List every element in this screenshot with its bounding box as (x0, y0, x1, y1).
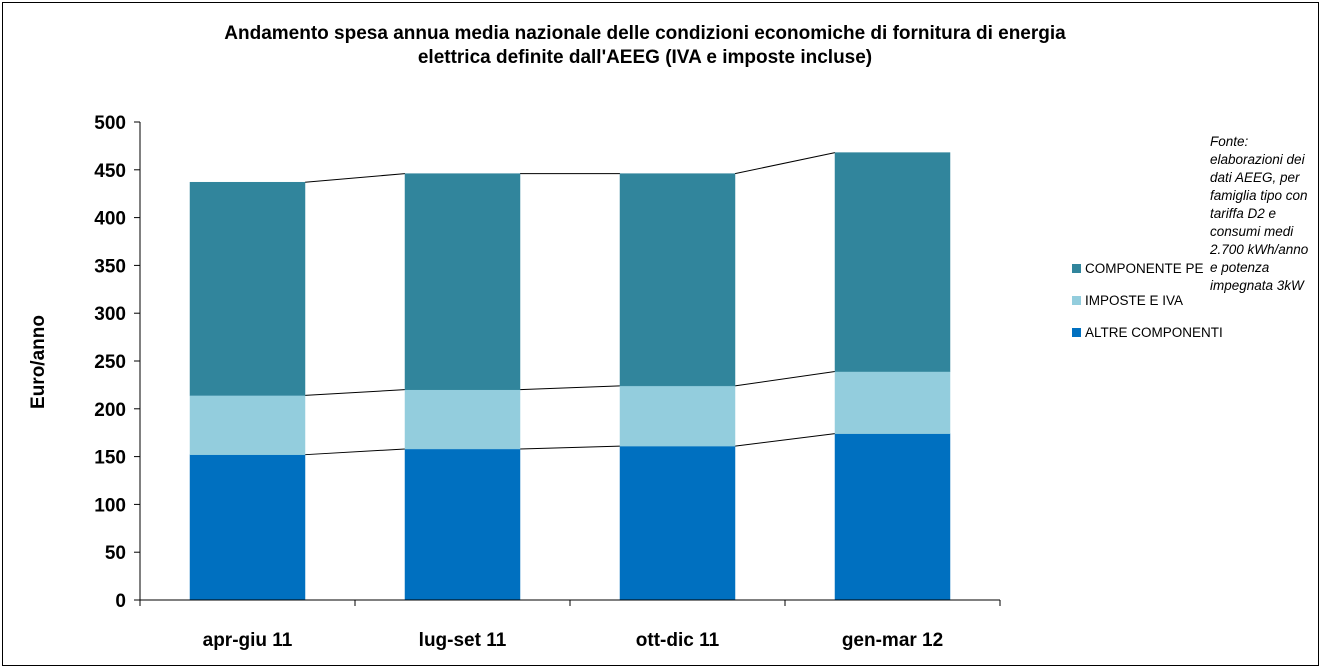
y-tick-label: 500 (94, 113, 126, 134)
legend-label: ALTRE COMPONENTI (1085, 325, 1223, 340)
series-line (519, 385, 621, 391)
legend-swatch (1072, 296, 1081, 305)
bar-segment-componente-pe (404, 173, 521, 390)
x-tick-label: gen-mar 12 (842, 630, 943, 651)
series-line (304, 173, 406, 183)
legend-label: COMPONENTE PE (1085, 261, 1204, 276)
y-tick-label: 300 (94, 304, 126, 325)
legend-label: IMPOSTE E IVA (1085, 293, 1184, 308)
y-axis-label: Euro/anno (28, 315, 49, 409)
bar-segment-componente-pe (834, 152, 951, 372)
y-tick-label: 250 (94, 352, 126, 373)
bar-segment-altre-componenti (404, 448, 521, 601)
y-tick-label: 200 (94, 400, 126, 421)
series-line (304, 448, 406, 456)
bar-segment-componente-pe (619, 173, 736, 387)
y-tick-label: 350 (94, 256, 126, 277)
legend-swatch (1072, 328, 1081, 337)
legend-item: COMPONENTE PE (1072, 258, 1223, 279)
series-line (734, 371, 836, 387)
series-line (519, 445, 621, 450)
bar-segment-imposte-e-iva (834, 371, 951, 434)
bar-segment-altre-componenti (619, 445, 736, 601)
bar-segment-imposte-e-iva (404, 389, 521, 450)
legend-item: IMPOSTE E IVA (1072, 290, 1223, 311)
bar-segment-altre-componenti (189, 454, 306, 601)
chart-title-line-1: Andamento spesa annua media nazionale de… (224, 23, 1066, 44)
y-tick-label: 150 (94, 448, 126, 469)
y-tick-label: 450 (94, 161, 126, 182)
y-tick-label: 100 (94, 495, 126, 516)
legend-swatch (1072, 264, 1081, 273)
bar-segment-imposte-e-iva (189, 395, 306, 455)
series-line (734, 152, 836, 175)
y-tick-label: 50 (105, 543, 126, 564)
x-tick-label: apr-giu 11 (203, 630, 293, 651)
x-tick-label: ott-dic 11 (636, 630, 720, 651)
bars-group (189, 152, 951, 601)
chart-title-line-2: elettrica definite dall'AEEG (IVA e impo… (417, 47, 873, 68)
series-line (734, 433, 836, 447)
bar-segment-componente-pe (189, 181, 306, 396)
legend-item: ALTRE COMPONENTI (1072, 322, 1223, 343)
legend: COMPONENTE PE IMPOSTE E IVA ALTRE COMPONEN… (1072, 258, 1223, 354)
y-tick-label: 0 (115, 591, 126, 612)
y-tick-label: 400 (94, 209, 126, 230)
source-annotation: Fonte: elaborazioni dei dati AEEG, per f… (1210, 134, 1309, 293)
axes-group: 0 50 100 150 200 250 300 350 400 450 500 apr-giu 11… (94, 113, 1001, 651)
series-line (304, 389, 406, 396)
chart-title: Andamento spesa annua media nazionale de… (0, 22, 1290, 70)
x-tick-label: lug-set 11 (419, 630, 507, 651)
series-connector-lines (304, 152, 836, 456)
bar-segment-imposte-e-iva (619, 385, 736, 447)
bar-segment-altre-componenti (834, 433, 951, 601)
